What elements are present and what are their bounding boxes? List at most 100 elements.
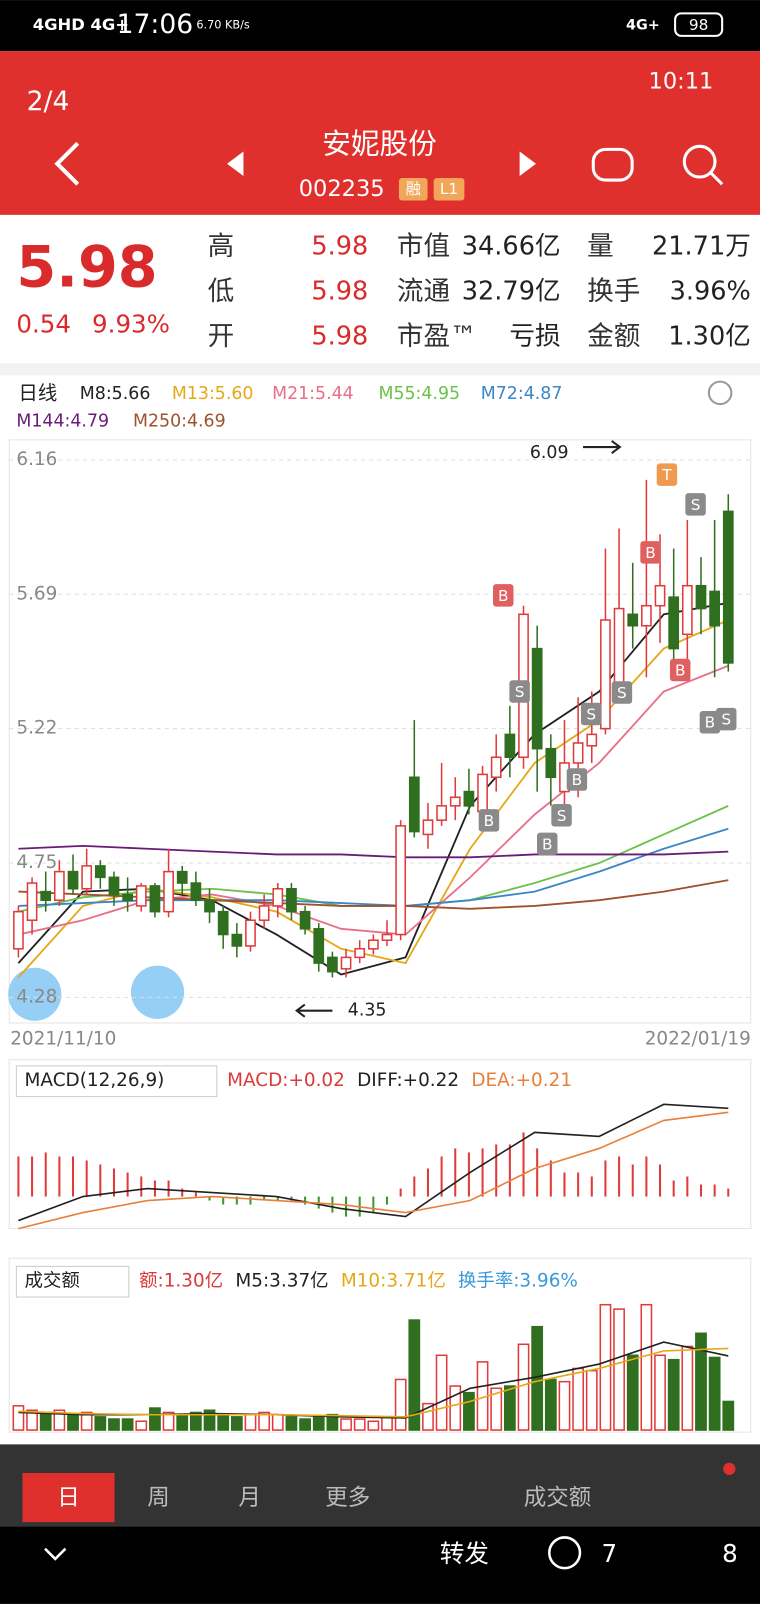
- signal-badge: [685, 493, 706, 516]
- comment-icon[interactable]: [548, 1536, 582, 1570]
- volume-bar: [326, 1413, 339, 1431]
- volume-bar: [531, 1325, 544, 1431]
- signal-label: S: [515, 683, 525, 701]
- field-value: 21.71万: [652, 232, 751, 262]
- indicator-tab[interactable]: 成交额: [524, 1485, 592, 1511]
- signal-badge: [699, 710, 721, 734]
- search-handle: [709, 171, 724, 186]
- candle-body: [477, 773, 488, 813]
- share[interactable]: 转发: [440, 1539, 489, 1568]
- candle-body: [272, 888, 284, 907]
- signal-badge: [669, 658, 691, 682]
- ma-legend: M21:5.44: [272, 384, 354, 404]
- field-value: 1.30亿: [668, 322, 750, 352]
- candle-body: [81, 865, 93, 890]
- signal-label: B: [675, 662, 686, 680]
- tab[interactable]: 日: [57, 1485, 80, 1511]
- candle-body: [654, 584, 666, 607]
- volume-bar: [12, 1405, 25, 1431]
- volume-bar: [149, 1407, 161, 1431]
- change-pct: 9.93%: [92, 309, 170, 338]
- volume-item: M10:3.71亿: [341, 1271, 446, 1292]
- volume-bar: [422, 1402, 434, 1431]
- field-label: 市值: [397, 231, 450, 262]
- volume-frame: [8, 1257, 752, 1433]
- volume-bar: [340, 1418, 352, 1431]
- field-label: 金额: [587, 321, 640, 352]
- volume-selector[interactable]: [15, 1265, 130, 1298]
- signal-label: B: [484, 812, 495, 830]
- volume-bar: [490, 1387, 503, 1431]
- candle-body: [586, 733, 598, 747]
- candle-body: [668, 596, 680, 650]
- macd-selector[interactable]: [15, 1065, 218, 1098]
- signal-badge: [611, 681, 633, 704]
- candle-body: [122, 893, 133, 901]
- y-tick-label: 5.22: [16, 718, 57, 739]
- price: 5.98: [16, 234, 157, 301]
- volume-bar: [449, 1385, 462, 1431]
- candle-body: [545, 747, 557, 779]
- signal-badge: [537, 832, 558, 856]
- time: 17:06: [117, 9, 194, 40]
- signal-label: B: [645, 544, 656, 562]
- tab[interactable]: 月: [238, 1485, 261, 1511]
- volume-bar: [640, 1303, 653, 1431]
- high-annotation: 6.09: [530, 443, 569, 463]
- network: 4GHD 4G+: [33, 15, 129, 34]
- candle-body: [258, 905, 270, 921]
- signal-label: S: [691, 496, 701, 514]
- volume-bar: [203, 1409, 216, 1431]
- candle-body: [204, 899, 215, 913]
- tab-active[interactable]: [22, 1473, 115, 1523]
- candle-body: [176, 870, 188, 884]
- bottom-bar: [0, 1526, 760, 1604]
- collapse[interactable]: [44, 1547, 67, 1561]
- candle-body: [395, 825, 407, 936]
- signal-badge: [716, 707, 737, 731]
- tab[interactable]: 周: [147, 1485, 170, 1511]
- next-stock[interactable]: [519, 151, 536, 176]
- macd-item: DEA:+0.21: [471, 1070, 572, 1091]
- volume-bar: [558, 1380, 571, 1431]
- signal-label: S: [617, 684, 627, 702]
- volume-bar: [53, 1409, 66, 1431]
- settings[interactable]: [707, 380, 733, 406]
- robot-button[interactable]: [591, 147, 634, 182]
- field-label: 低: [208, 276, 235, 307]
- candle-body: [108, 876, 120, 896]
- volume-bar: [463, 1391, 475, 1431]
- volume-bar: [190, 1411, 202, 1431]
- tag-label: L1: [440, 180, 458, 198]
- battery: [674, 12, 724, 37]
- volume-bar: [108, 1418, 120, 1431]
- volume-bar: [503, 1385, 516, 1431]
- volume-bar: [67, 1413, 79, 1431]
- y-tick-label: 4.75: [16, 852, 57, 873]
- candle-body: [313, 928, 325, 964]
- volume-bar: [722, 1400, 735, 1431]
- signal-badge: [493, 584, 514, 607]
- ma-line: [18, 844, 729, 859]
- candle-body: [722, 510, 734, 664]
- candle-body: [449, 796, 461, 807]
- search-button[interactable]: [682, 144, 717, 179]
- candle-body: [422, 819, 434, 836]
- signal-label: B: [705, 714, 716, 732]
- tab[interactable]: 更多: [325, 1485, 370, 1511]
- candle-body: [600, 619, 611, 730]
- candle-body: [149, 885, 161, 913]
- volume-bar: [258, 1411, 271, 1431]
- macd-item: DIFF:+0.22: [357, 1070, 459, 1091]
- signal-badge: [478, 809, 500, 832]
- prev-stock[interactable]: [227, 151, 244, 176]
- tag-label: 融: [406, 180, 421, 198]
- tab-bar: [0, 1444, 760, 1527]
- volume-bar: [39, 1411, 52, 1431]
- candle-body: [13, 910, 24, 950]
- back-button[interactable]: [54, 141, 80, 186]
- float-button[interactable]: [8, 967, 62, 1021]
- signal-badge: [640, 541, 661, 564]
- tag: [433, 178, 465, 201]
- expand-button[interactable]: [130, 965, 185, 1019]
